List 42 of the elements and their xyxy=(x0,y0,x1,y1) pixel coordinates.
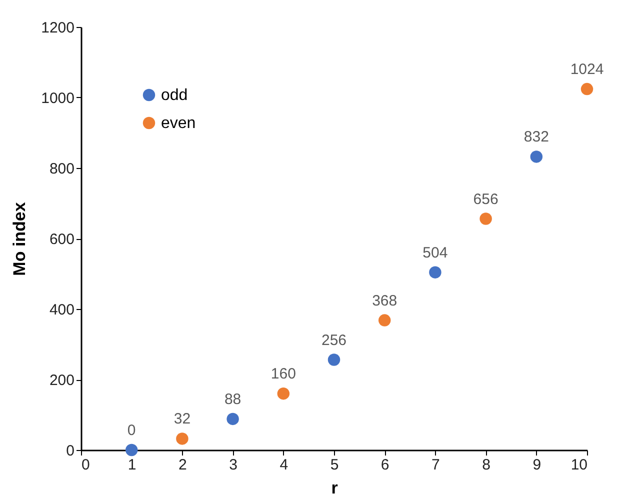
data-label: 0 xyxy=(127,422,136,439)
data-label: 832 xyxy=(524,128,549,146)
y-tick-label: 1000 xyxy=(41,90,74,107)
x-tick-label: 1 xyxy=(128,456,136,474)
y-tick-label: 200 xyxy=(49,372,74,389)
x-tick-label: 7 xyxy=(432,456,440,474)
point xyxy=(378,314,391,326)
x-tick-label: 9 xyxy=(532,456,542,474)
point xyxy=(125,444,138,456)
data-label: 656 xyxy=(473,190,498,208)
x-tick-label: 10 xyxy=(570,456,588,474)
x-tick-label: 3 xyxy=(229,456,238,474)
data-label: 88 xyxy=(224,390,242,408)
y-tick-label: 800 xyxy=(49,160,74,178)
legend-label: odd xyxy=(161,87,188,104)
data-label: 32 xyxy=(174,410,191,428)
point xyxy=(277,387,290,400)
y-tick-label: 1200 xyxy=(41,20,74,36)
x-tick-label: 8 xyxy=(482,456,490,474)
x-tick-label: 4 xyxy=(280,456,288,474)
data-label: 160 xyxy=(270,366,296,383)
data-label: 1024 xyxy=(570,61,604,78)
point xyxy=(530,150,543,163)
point xyxy=(328,354,340,366)
data-label: 504 xyxy=(422,244,448,262)
y-tick-label: 400 xyxy=(49,302,74,318)
data-label: 368 xyxy=(372,292,398,310)
point xyxy=(226,412,239,426)
x-tick-label: 5 xyxy=(330,456,339,474)
x-tick-label: 6 xyxy=(380,456,390,474)
point xyxy=(176,432,188,445)
y-tick-label: 600 xyxy=(49,231,74,248)
y-tick-label: 0 xyxy=(66,442,74,460)
data-label: 256 xyxy=(321,332,347,349)
y-axis-title: Mo index xyxy=(10,202,30,276)
x-axis-title: r xyxy=(331,478,338,498)
legend-label: even xyxy=(161,115,196,132)
point xyxy=(580,82,594,96)
x-tick-label: 2 xyxy=(178,456,187,474)
point xyxy=(480,212,492,225)
point xyxy=(429,266,442,278)
x-tick-label: 0 xyxy=(82,456,90,474)
